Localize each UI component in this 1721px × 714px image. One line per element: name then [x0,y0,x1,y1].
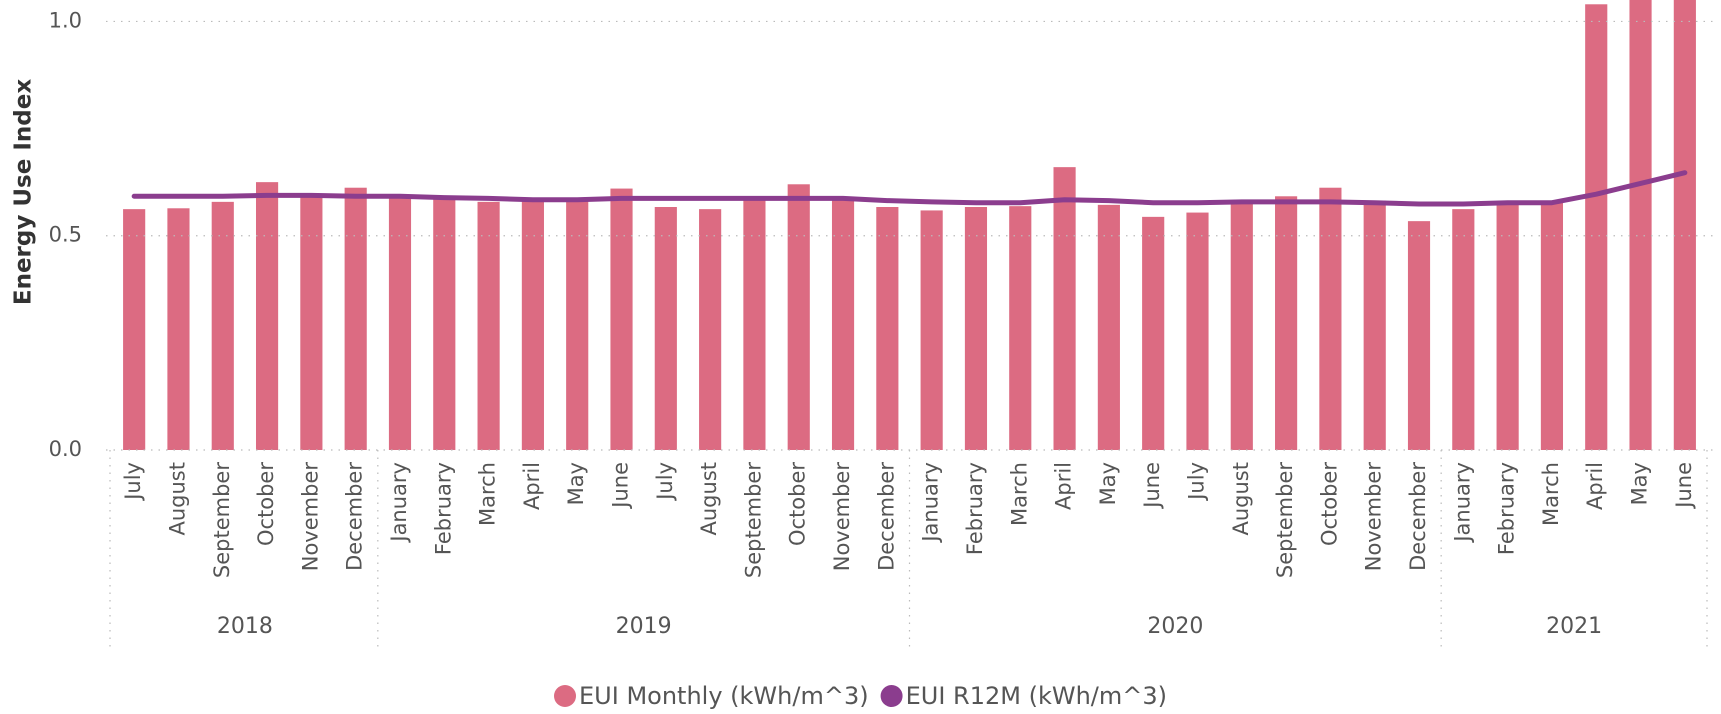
bar [831,197,855,450]
x-tick-label: August [1229,462,1253,536]
y-tick-label: 0.0 [49,437,82,461]
x-tick-label: August [697,462,721,536]
x-group-label: 2018 [217,614,273,639]
bar [1363,200,1386,450]
bar [1496,201,1519,450]
bar [1053,167,1076,450]
bar [433,198,456,450]
x-tick-label: September [1273,462,1297,578]
bar [1673,0,1696,450]
bar [167,208,190,450]
x-tick-label: March [1539,462,1563,526]
x-tick-label: July [1184,462,1208,502]
x-tick-label: February [431,462,455,555]
x-tick-label: March [1007,462,1031,526]
bar [255,182,279,450]
bar [1275,196,1298,450]
x-tick-label: December [874,462,898,571]
x-tick-label: June [1140,462,1164,510]
x-tick-label: September [210,462,234,578]
bar [521,198,544,450]
x-group-label: 2020 [1147,614,1203,639]
bar [1009,206,1032,450]
bar [566,199,589,450]
x-tick-label: January [1450,462,1474,544]
bar [211,201,234,450]
x-tick-label: January [387,462,411,544]
legend-marker [554,685,577,707]
legend: EUI Monthly (kWh/m^3) EUI R12M (kWh/m^3) [554,682,1167,710]
bar [1452,209,1475,450]
bar [1629,0,1652,450]
x-tick-label: November [830,462,854,572]
bar [876,207,899,450]
x-tick-label: June [1672,462,1696,510]
x-tick-label: February [963,462,987,555]
line [131,170,1688,207]
x-tick-label: October [1317,462,1341,546]
x-tick-label: July [121,462,145,502]
y-axis-title: Energy Use Index [11,79,37,305]
bar [743,198,766,450]
legend-label: EUI R12M (kWh/m^3) [906,682,1167,710]
bar [699,209,722,450]
x-tick-label: May [1628,462,1652,505]
x-tick-label: February [1495,462,1519,555]
bar [1540,201,1564,450]
x-tick-label: May [1096,462,1120,505]
x-tick-label: April [520,462,544,510]
x-tick-label: October [786,462,810,546]
x-tick-label: April [1052,462,1076,510]
x-tick-label: May [564,462,588,505]
bar [300,195,323,450]
bar [610,188,633,451]
bar [964,207,988,450]
bar [1585,4,1608,451]
bar [1186,212,1209,450]
x-tick-label: January [919,462,943,544]
x-tick-label: September [741,462,765,578]
bar [920,210,943,450]
x-tick-label: June [609,462,633,510]
bar [654,207,677,450]
x-tick-label: August [165,462,189,536]
bar [1142,216,1165,450]
x-tick-label: April [1583,462,1607,510]
bar [1319,187,1342,450]
bar [787,184,810,451]
bar [123,209,146,450]
bar [344,187,367,450]
x-tick-label: November [298,462,322,572]
x-tick-label: March [476,462,500,526]
bar [1407,221,1431,450]
y-tick-label: 1.0 [49,8,82,32]
bar [1230,200,1253,450]
x-tick-label: November [1362,462,1386,572]
legend-marker [880,685,903,707]
x-tick-label: December [1406,462,1430,571]
x-group-label: 2021 [1546,614,1602,639]
x-tick-label: December [343,462,367,571]
x-group-label: 2019 [616,614,672,639]
y-tick-label: 0.5 [49,223,82,247]
x-tick-label: July [653,462,677,502]
bar [1097,204,1120,450]
bar [477,201,500,450]
legend-label: EUI Monthly (kWh/m^3) [579,682,869,710]
plot-area [123,0,1696,451]
x-tick-label: October [254,462,278,546]
bar [388,196,412,450]
